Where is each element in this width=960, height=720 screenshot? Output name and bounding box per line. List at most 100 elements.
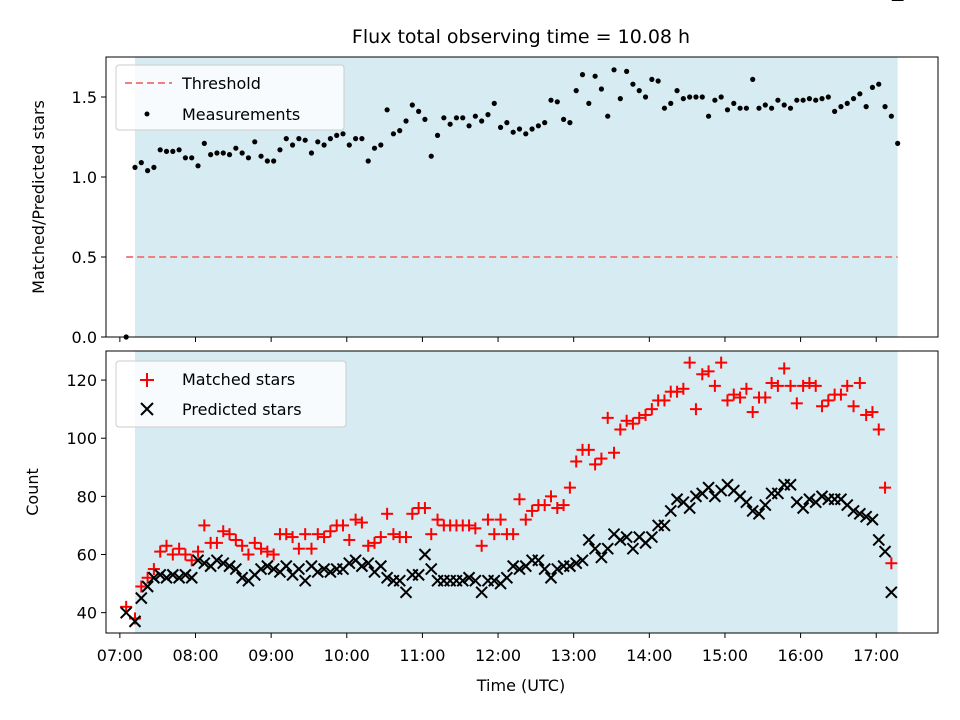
- measurement-point: [277, 147, 283, 153]
- measurement-point: [145, 168, 151, 174]
- matched-star-point: [463, 519, 476, 532]
- matched-star-point: [431, 513, 444, 526]
- predicted-star-point-b: [198, 557, 211, 570]
- predicted-stars-points: [119, 0, 904, 628]
- measurement-point: [422, 116, 428, 122]
- count-axes-frame: [105, 350, 939, 634]
- matched-star-point: [311, 528, 324, 541]
- predicted-star-point-b: [418, 548, 432, 561]
- matched-star-point: [469, 522, 482, 535]
- matched-star-point: [746, 406, 759, 419]
- predicted-star-point-b: [210, 554, 224, 567]
- predicted-star-point-b: [361, 557, 375, 570]
- matched-star-point: [425, 528, 438, 541]
- matched-star-point: [280, 528, 293, 541]
- measurement-point: [535, 123, 541, 129]
- matched-star-point: [192, 545, 205, 558]
- measurement-point: [359, 136, 365, 142]
- matched-star-point: [147, 563, 160, 576]
- predicted-star-point: [141, 580, 154, 593]
- measurement-point: [731, 100, 737, 106]
- measurement-point: [819, 96, 825, 102]
- matched-star-point: [406, 507, 419, 520]
- measurement-point: [296, 136, 302, 142]
- measurement-point: [441, 115, 447, 121]
- matched-star-point: [355, 516, 368, 529]
- predicted-star-point-b: [872, 533, 885, 547]
- predicted-star-point: [683, 501, 696, 515]
- predicted-star-point-b: [620, 530, 633, 544]
- measurement-point: [315, 139, 321, 145]
- measurement-point: [693, 94, 699, 100]
- predicted-star-point: [513, 562, 526, 576]
- measurement-point: [479, 118, 485, 124]
- measurement-point: [573, 88, 579, 94]
- legend-matched-swatch: [140, 373, 154, 387]
- predicted-star-point-b: [538, 562, 551, 576]
- matched-star-point: [853, 376, 866, 389]
- matched-star-point: [526, 504, 539, 517]
- measurement-point: [813, 97, 819, 103]
- ratio-panel: 0.0 0.5 1.0 1.5 Flux total observing time =…: [29, 26, 939, 347]
- predicted-star-point: [462, 571, 476, 584]
- x-tick-label: 08:00: [172, 646, 218, 665]
- x-tick-label: 10:00: [324, 646, 370, 665]
- predicted-star-point-b: [834, 493, 848, 506]
- predicted-star-point: [796, 501, 810, 515]
- matched-star-point: [834, 388, 847, 401]
- predicted-star-point-b: [664, 504, 677, 518]
- measurement-point: [794, 97, 800, 103]
- predicted-star-point-b: [462, 571, 476, 584]
- predicted-star-point: [853, 507, 867, 521]
- predicted-star-point: [475, 586, 488, 599]
- predicted-star-point-b: [859, 510, 873, 523]
- measurement-point: [561, 116, 567, 122]
- predicted-star-point-b: [349, 554, 362, 567]
- matched-star-point: [141, 571, 154, 584]
- measurement-point: [239, 150, 245, 156]
- matched-star-point: [418, 501, 431, 514]
- matched-star-point: [715, 356, 728, 369]
- predicted-star-point-b: [280, 559, 293, 573]
- predicted-star-point-b: [532, 554, 545, 567]
- matched-star-point: [267, 548, 280, 561]
- measurement-point: [233, 145, 239, 151]
- predicted-star-point: [658, 519, 671, 532]
- measurement-point: [321, 142, 327, 148]
- measurement-point: [226, 152, 233, 158]
- predicted-star-point: [784, 478, 797, 491]
- matched-star-point: [790, 397, 803, 410]
- predicted-star-point: [217, 557, 230, 570]
- matched-star-point: [261, 545, 274, 558]
- predicted-star-point-b: [677, 495, 690, 509]
- legend-measurements-label: Measurements: [182, 105, 300, 124]
- predicted-star-point: [878, 545, 892, 558]
- matched-star-point: [803, 376, 816, 389]
- predicted-star-point-b: [733, 490, 747, 503]
- predicted-star-point-b: [607, 527, 621, 541]
- measurement-points: [123, 67, 901, 340]
- predicted-star-point: [223, 559, 236, 573]
- ratio-y-ticks: 0.0 0.5 1.0 1.5: [72, 88, 106, 347]
- matched-star-point: [318, 531, 331, 544]
- matched-star-point: [614, 423, 627, 436]
- predicted-star-point-b: [261, 559, 274, 573]
- matched-star-point: [860, 408, 873, 421]
- measurement-point: [617, 96, 623, 102]
- measurement-point: [353, 136, 359, 142]
- predicted-star-point-b: [796, 501, 810, 515]
- matched-star-point: [120, 600, 133, 613]
- x-tick-label: 12:00: [475, 646, 521, 665]
- measurement-point: [655, 78, 661, 84]
- count-legend: Matched stars Predicted stars: [115, 360, 347, 428]
- matched-star-point: [816, 400, 829, 413]
- predicted-star-point-b: [229, 562, 243, 576]
- matched-star-point: [620, 414, 633, 427]
- predicted-star-point-b: [267, 562, 280, 576]
- measurement-point: [592, 73, 598, 79]
- matched-star-point: [570, 455, 583, 468]
- measurement-point: [800, 97, 806, 103]
- measurement-point: [182, 155, 189, 161]
- matched-star-point: [765, 376, 778, 389]
- predicted-star-point-b: [128, 615, 142, 628]
